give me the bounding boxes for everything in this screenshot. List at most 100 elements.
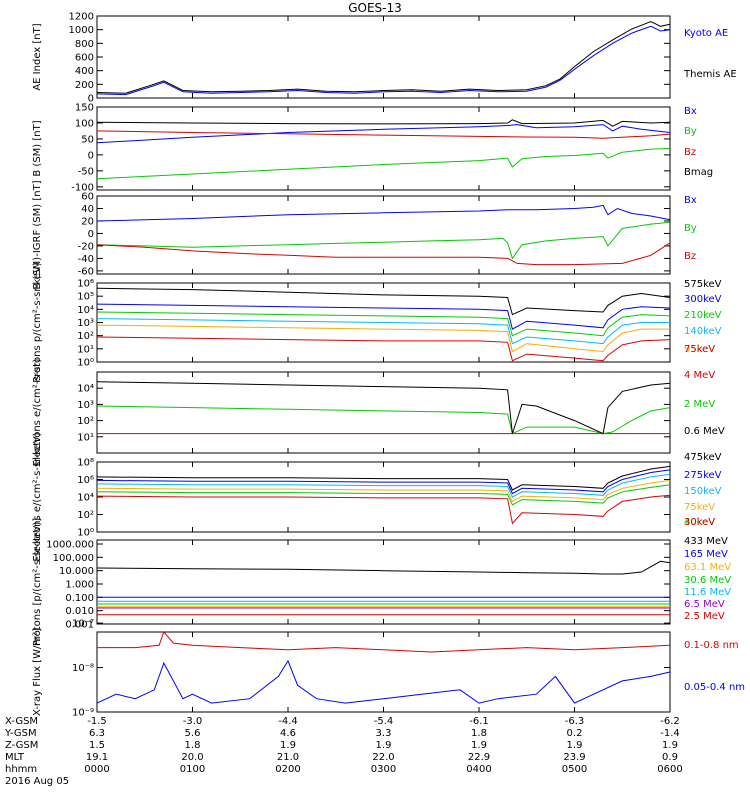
legend-entry: 475keV: [684, 452, 722, 463]
x-tick-label: 23.9: [563, 752, 585, 763]
legend-entry: 95keV: [684, 344, 715, 355]
x-tick-label: 1.9: [662, 740, 678, 751]
x-axis-row-label: hhmm: [5, 764, 37, 775]
y-tick-label: 50: [81, 134, 94, 145]
x-tick-label: 4.6: [280, 728, 296, 739]
y-tick-label: 10⁶: [77, 279, 94, 290]
legend-entry: Bz: [684, 147, 696, 158]
y-tick-label: 0: [88, 94, 94, 105]
x-tick-label: 0500: [562, 764, 587, 775]
y-axis-label: B (SM) [nT]: [32, 120, 43, 176]
series-line-300kev: [96, 303, 671, 330]
legend-entry: 2 MeV: [684, 399, 715, 410]
series-line-0-05-0-4-nm: [96, 659, 671, 704]
series-line-bx: [96, 124, 671, 144]
x-tick-label: 22.9: [468, 752, 490, 763]
legend-entry: Bx: [684, 106, 697, 117]
y-tick-label: -60: [78, 266, 94, 277]
y-axis-label: Protons [p/(cm²-s-sr-keV)]: [32, 518, 43, 646]
x-tick-label: 1.5: [89, 740, 105, 751]
x-tick-label: 1.9: [280, 740, 296, 751]
y-tick-label: 1.000: [65, 580, 94, 591]
y-tick-label: 10⁴: [77, 384, 94, 395]
x-tick-label: -1.5: [87, 716, 107, 727]
series-line-bz: [96, 130, 671, 139]
x-tick-label: 19.1: [86, 752, 108, 763]
y-axis-label: AE Index [nT]: [32, 23, 43, 90]
x-tick-label: 1.9: [567, 740, 583, 751]
series-line-themis-ae: [96, 20, 671, 94]
panel-frame: [96, 15, 671, 99]
date-label: 2016 Aug 05: [5, 776, 69, 787]
y-tick-label: 10¹: [77, 344, 94, 355]
y-tick-label: 100: [75, 118, 94, 129]
series-line-2-mev: [96, 405, 671, 435]
y-tick-label: 20: [81, 216, 94, 227]
y-tick-label: 800: [75, 39, 94, 50]
series-line-30kev: [96, 494, 671, 525]
x-tick-label: 0.9: [662, 752, 678, 763]
y-tick-label: 0.010: [65, 606, 94, 617]
legend-entry: 433 MeV: [684, 536, 728, 547]
y-tick-label: 0: [88, 229, 94, 240]
y-tick-label: 10²: [77, 416, 94, 427]
x-tick-label: 0400: [466, 764, 491, 775]
x-tick-label: 3.3: [376, 728, 392, 739]
y-tick-label: 10¹: [77, 432, 94, 443]
y-tick-label: -100: [71, 182, 94, 193]
y-tick-label: 10³: [77, 318, 94, 329]
legend-entry: 210keV: [684, 310, 722, 321]
legend-entry: Bx: [684, 195, 697, 206]
chart-title: GOES-13: [348, 1, 402, 15]
series-line-by: [96, 221, 671, 260]
x-tick-label: 1.9: [376, 740, 392, 751]
legend-entry: 575keV: [684, 279, 722, 290]
series-line-275kev: [96, 469, 671, 495]
series-line-475kev: [96, 465, 671, 491]
y-tick-label: 10³: [77, 400, 94, 411]
y-tick-label: 10⁴: [77, 305, 94, 316]
legend-entry: 2.5 MeV: [684, 611, 725, 622]
panel-frame: [96, 539, 671, 625]
y-tick-label: 10⁴: [77, 493, 94, 504]
x-tick-label: -1.4: [660, 728, 680, 739]
legend-entry: 4 MeV: [684, 370, 715, 381]
x-tick-label: 0.2: [567, 728, 583, 739]
y-tick-label: 1200: [69, 12, 94, 23]
y-axis-label: Electrons e/(cm²-s-sr): [32, 359, 43, 467]
x-tick-label: 0300: [371, 764, 396, 775]
x-tick-label: 1.9: [471, 740, 487, 751]
series-line-95kev: [96, 324, 670, 353]
y-tick-label: 10²: [77, 510, 94, 521]
y-tick-label: 10⁰: [77, 528, 94, 539]
legend-entry: By: [684, 223, 697, 234]
x-axis-row-label: MLT: [5, 752, 25, 763]
legend-entry: 63.1 MeV: [684, 562, 731, 573]
y-tick-label: -50: [78, 166, 94, 177]
x-tick-label: -3.0: [183, 716, 203, 727]
y-tick-label: 10⁵: [77, 292, 94, 303]
series-line-210kev: [96, 311, 671, 337]
series-line-bz: [96, 242, 671, 266]
x-tick-label: 0100: [180, 764, 205, 775]
x-axis-row-label: Y-GSM: [4, 728, 37, 739]
series-line-bx: [96, 204, 671, 222]
x-tick-label: 21.0: [277, 752, 299, 763]
y-tick-label: 10.000: [59, 566, 94, 577]
legend-entry: 300keV: [684, 294, 722, 305]
x-tick-label: 22.0: [372, 752, 394, 763]
x-tick-label: 20.0: [181, 752, 203, 763]
legend-entry: Kyoto AE: [684, 28, 728, 39]
legend-entry: 40keV: [684, 517, 715, 528]
x-tick-label: 0200: [275, 764, 300, 775]
y-tick-label: 600: [75, 53, 94, 64]
legend-entry: 0.1-0.8 nm: [684, 640, 739, 651]
y-tick-label: 10⁶: [77, 475, 94, 486]
y-tick-label: 150: [75, 103, 94, 114]
x-tick-label: 5.6: [185, 728, 201, 739]
y-tick-label: 0: [88, 150, 94, 161]
y-axis-label: Protons p/(cm²-s-sr-keV): [32, 262, 43, 383]
x-tick-label: 6.3: [89, 728, 105, 739]
legend-entry: Bmag: [684, 167, 713, 178]
